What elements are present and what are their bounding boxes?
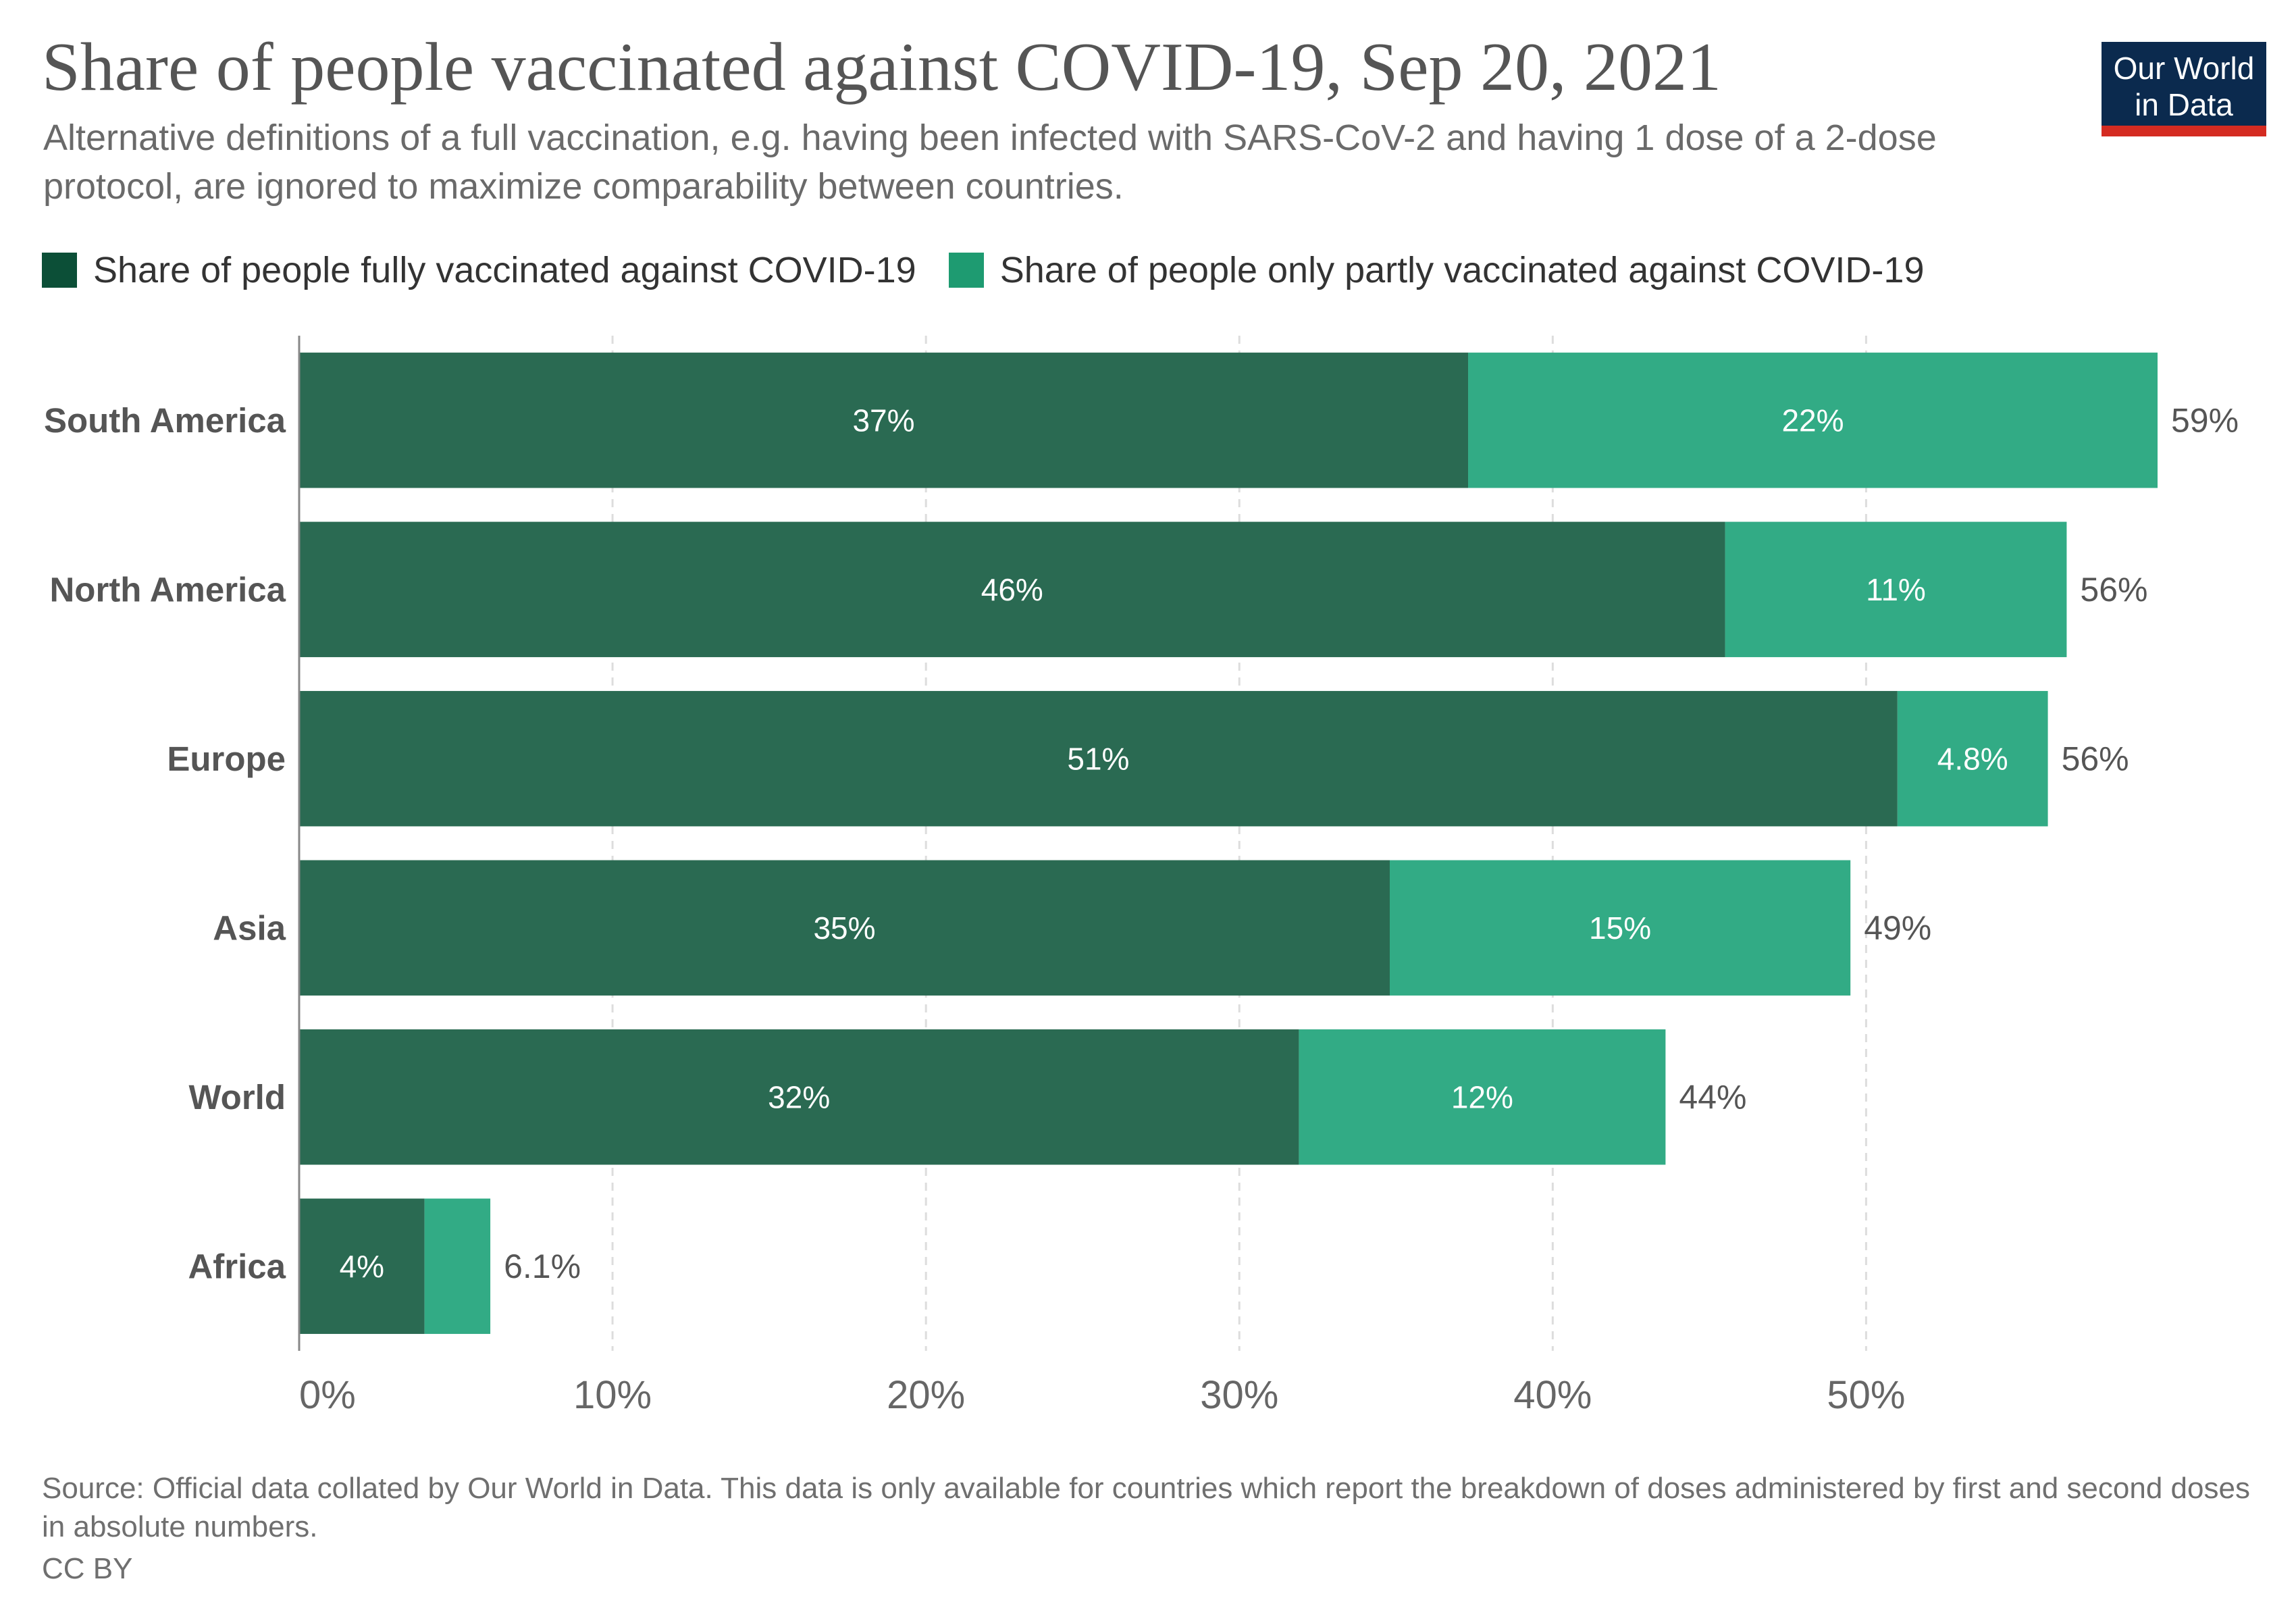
bar-partly-2 xyxy=(1897,691,2048,827)
category-label-2: Europe xyxy=(167,740,286,778)
bar-partly-5 xyxy=(424,1198,491,1334)
legend-item-partly[interactable]: Share of people only partly vaccinated a… xyxy=(948,249,1925,291)
bar-fully-1 xyxy=(299,521,1725,657)
total-label-3: 49% xyxy=(1864,909,1931,947)
license-label: CC BY xyxy=(42,1552,133,1585)
chart-title: Share of people vaccinated against COVID… xyxy=(42,29,1721,105)
chart-subtitle: Alternative definitions of a full vaccin… xyxy=(43,118,1937,207)
bar-partly-3 xyxy=(1390,860,1851,996)
category-label-5: Africa xyxy=(188,1247,286,1285)
legend: Share of people fully vaccinated against… xyxy=(42,247,1956,294)
category-label-4: World xyxy=(188,1078,286,1116)
data-label-partly-4: 12% xyxy=(1451,1079,1513,1114)
category-label-3: Asia xyxy=(213,908,286,947)
data-label-fully-4: 32% xyxy=(768,1079,830,1114)
x-tick-label-10: 10% xyxy=(573,1373,652,1417)
x-tick-label-0: 0% xyxy=(299,1373,356,1417)
legend-swatch-fully xyxy=(42,253,77,288)
total-label-4: 44% xyxy=(1679,1078,1746,1116)
bar-fully-0 xyxy=(299,353,1469,488)
data-label-fully-1: 46% xyxy=(981,572,1043,607)
total-label-1: 56% xyxy=(2080,571,2147,609)
bar-partly-1 xyxy=(1725,521,2067,657)
data-label-partly-0: 22% xyxy=(1781,403,1844,438)
total-label-5: 6.1% xyxy=(504,1247,581,1285)
legend-label-fully: Share of people fully vaccinated against… xyxy=(93,250,916,290)
total-label-2: 56% xyxy=(2062,740,2129,777)
x-tick-label-30: 30% xyxy=(1200,1373,1278,1417)
bar-fully-2 xyxy=(299,691,1898,827)
logo-line-1: Our World xyxy=(2113,51,2255,86)
data-label-fully-3: 35% xyxy=(813,910,875,946)
category-label-1: North America xyxy=(49,570,286,609)
legend-swatch-partly xyxy=(948,253,984,288)
bar-chart: 37% 22% 59% South America 46% 11% 56% North Ame… xyxy=(44,336,2239,1417)
data-label-fully-2: 51% xyxy=(1067,741,1129,776)
x-tick-label-40: 40% xyxy=(1513,1373,1592,1417)
source-note: Source: Official data collated by Our Wo… xyxy=(42,1472,2250,1543)
bar-partly-4 xyxy=(1299,1029,1666,1165)
bar-fully-4 xyxy=(299,1029,1299,1165)
logo-line-2: in Data xyxy=(2135,87,2233,122)
data-label-fully-0: 37% xyxy=(852,403,914,438)
legend-item-fully[interactable]: Share of people fully vaccinated against… xyxy=(42,249,916,291)
data-label-partly-3: 15% xyxy=(1589,910,1651,946)
bar-fully-3 xyxy=(299,860,1390,996)
x-tick-label-20: 20% xyxy=(887,1373,965,1417)
bar-partly-0 xyxy=(1468,353,2158,488)
data-label-partly-1: 11% xyxy=(1866,572,1926,607)
owid-logo[interactable]: Our World in Data xyxy=(2102,42,2266,136)
legend-label-partly: Share of people only partly vaccinated a… xyxy=(999,250,1925,290)
x-tick-label-50: 50% xyxy=(1827,1373,1905,1417)
data-label-fully-5: 4% xyxy=(340,1249,384,1284)
bar-fully-5 xyxy=(299,1198,425,1334)
data-label-partly-2: 4.8% xyxy=(1937,741,2008,776)
total-label-0: 59% xyxy=(2171,401,2239,439)
category-label-0: South America xyxy=(44,401,286,440)
